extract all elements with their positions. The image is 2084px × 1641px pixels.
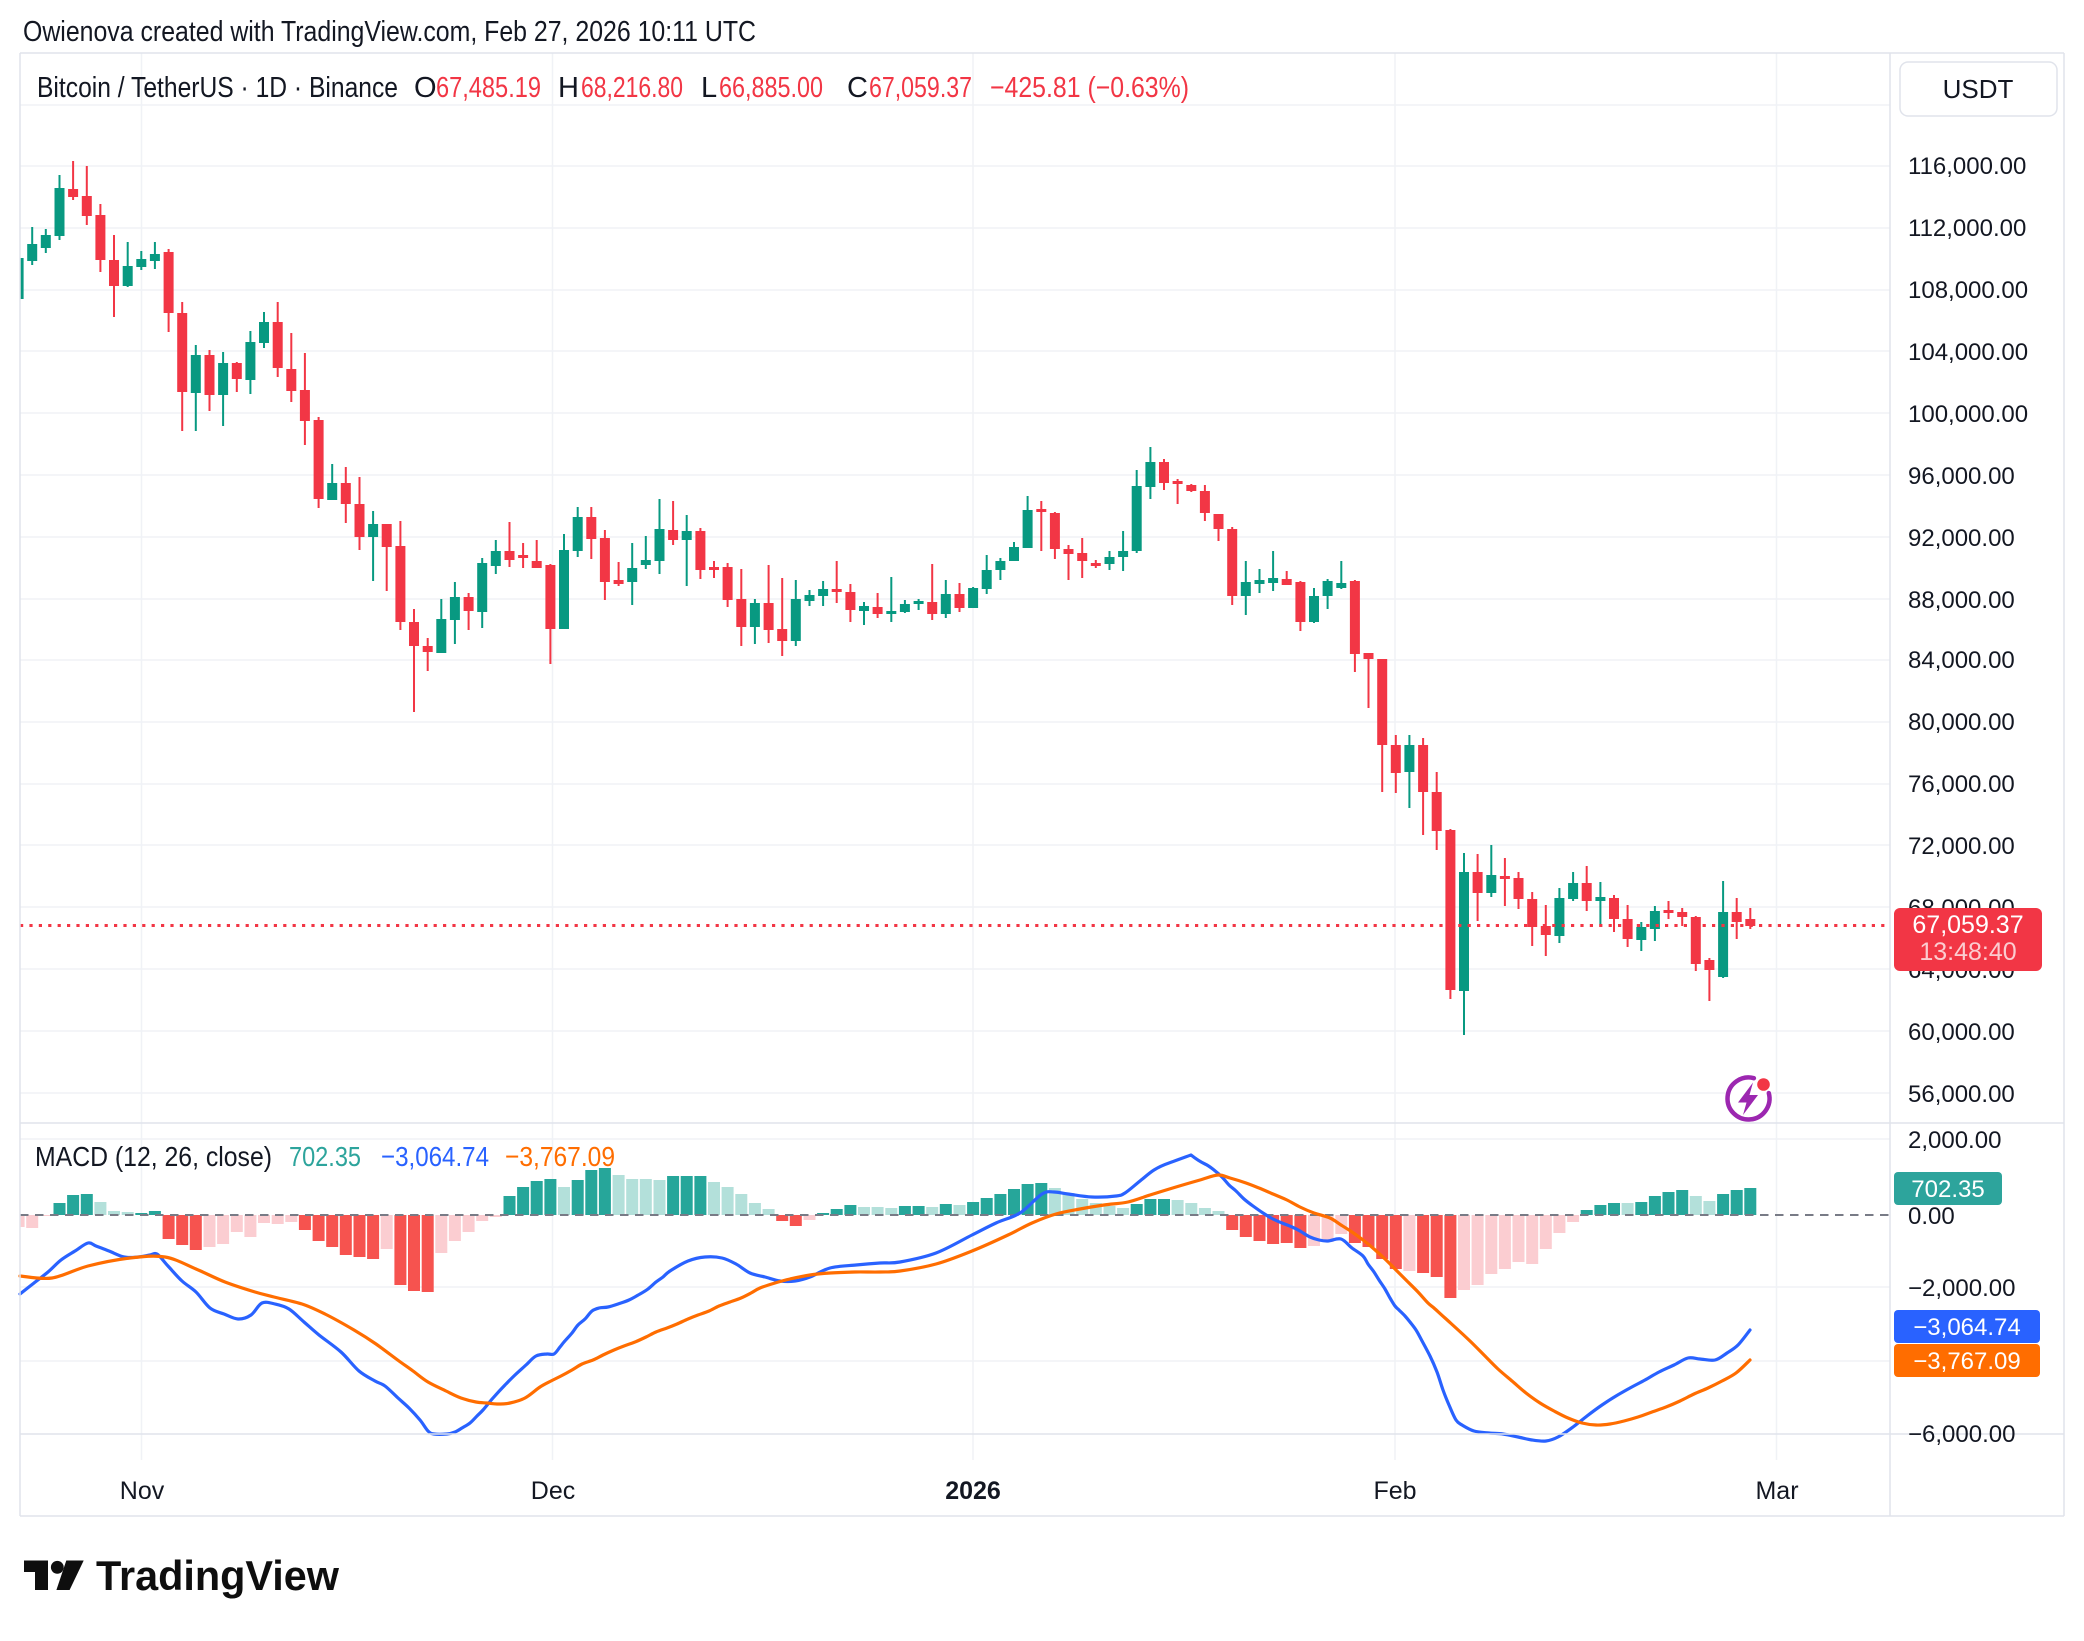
svg-text:84,000.00: 84,000.00: [1908, 647, 2015, 674]
svg-text:67,059.37: 67,059.37: [1912, 911, 2023, 939]
svg-text:80,000.00: 80,000.00: [1908, 709, 2015, 736]
svg-text:702.35: 702.35: [1911, 1176, 1984, 1203]
svg-text:100,000.00: 100,000.00: [1908, 401, 2028, 428]
svg-text:72,000.00: 72,000.00: [1908, 833, 2015, 860]
svg-text:Nov: Nov: [120, 1477, 165, 1505]
svg-text:Feb: Feb: [1373, 1477, 1416, 1505]
svg-text:56,000.00: 56,000.00: [1908, 1081, 2015, 1108]
svg-text:96,000.00: 96,000.00: [1908, 463, 2015, 490]
svg-text:Bitcoin / TetherUS · 1D · Bina: Bitcoin / TetherUS · 1D · Binance: [37, 72, 398, 104]
svg-text:108,000.00: 108,000.00: [1908, 277, 2028, 304]
svg-text:92,000.00: 92,000.00: [1908, 525, 2015, 552]
svg-text:Owienova created with TradingV: Owienova created with TradingView.com, F…: [23, 16, 756, 48]
svg-text:USDT: USDT: [1943, 74, 2014, 104]
svg-text:TradingView: TradingView: [96, 1552, 339, 1599]
svg-text:88,000.00: 88,000.00: [1908, 587, 2015, 614]
svg-text:−3,767.09: −3,767.09: [1913, 1348, 2020, 1375]
svg-text:−3,064.74: −3,064.74: [1913, 1314, 2020, 1341]
svg-text:112,000.00: 112,000.00: [1908, 215, 2026, 242]
svg-text:13:48:40: 13:48:40: [1919, 938, 2016, 966]
svg-text:2,000.00: 2,000.00: [1908, 1127, 2001, 1154]
svg-text:104,000.00: 104,000.00: [1908, 339, 2028, 366]
svg-text:Dec: Dec: [531, 1477, 575, 1505]
svg-text:116,000.00: 116,000.00: [1908, 153, 2026, 180]
svg-text:2026: 2026: [945, 1477, 1001, 1505]
svg-text:76,000.00: 76,000.00: [1908, 771, 2015, 798]
svg-text:−2,000.00: −2,000.00: [1908, 1275, 2015, 1302]
svg-text:60,000.00: 60,000.00: [1908, 1019, 2015, 1046]
svg-text:MACD (12, 26, close)702.35−3,0: MACD (12, 26, close) 702.35 −3,064.74 −3,76…: [35, 1141, 615, 1172]
svg-text:−6,000.00: −6,000.00: [1908, 1421, 2015, 1448]
svg-text:Mar: Mar: [1755, 1477, 1798, 1505]
svg-text:0.00: 0.00: [1908, 1203, 1955, 1230]
